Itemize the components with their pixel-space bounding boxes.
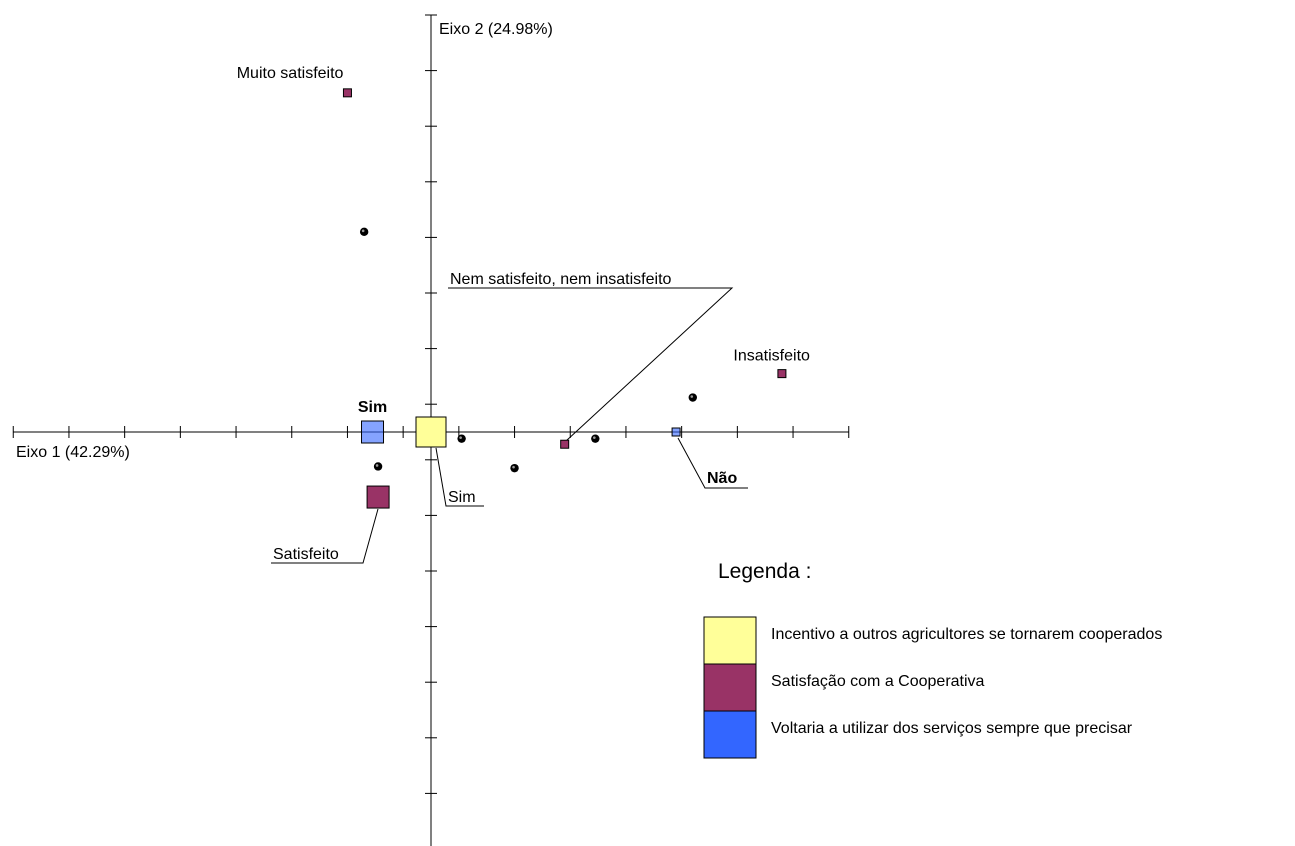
modality-label: Satisfeito: [273, 546, 339, 563]
x-ticks: [12, 426, 850, 438]
individual-point: [457, 434, 466, 443]
individual-points: [359, 227, 697, 473]
modality-point: [366, 485, 390, 509]
legend-item: Incentivo a outros agricultores se torna…: [703, 616, 1162, 665]
legend-items: Incentivo a outros agricultores se torna…: [703, 616, 1162, 759]
individual-point: [373, 462, 383, 471]
modality-label: Muito satisfeito: [237, 65, 344, 82]
modality-points: [342, 88, 787, 509]
modality-label: Não: [707, 470, 737, 487]
modality-label: Sim: [448, 489, 476, 506]
modality-point: [560, 439, 570, 449]
leader-line: [677, 437, 748, 489]
legend-label: Incentivo a outros agricultores se torna…: [771, 626, 1162, 643]
legend-swatch: [703, 663, 757, 712]
leader-lines: [271, 287, 748, 564]
modality-label: Insatisfeito: [733, 348, 810, 365]
individual-point: [359, 227, 369, 237]
legend: Legenda : Incentivo a outros agricultore…: [703, 560, 1162, 759]
legend-label: Satisfação com a Cooperativa: [771, 673, 985, 690]
modality-label: Nem satisfeito, nem insatisfeito: [450, 271, 672, 288]
x-axis-label: Eixo 1 (42.29%): [16, 444, 130, 461]
individual-point: [510, 463, 519, 473]
individual-point: [591, 434, 600, 443]
y-ticks: [425, 14, 437, 794]
leader-line: [448, 287, 734, 442]
modality-label: Sim: [358, 399, 387, 416]
legend-item: Satisfação com a Cooperativa: [703, 663, 985, 712]
leader-line: [435, 447, 484, 507]
legend-item: Voltaria a utilizar dos serviços sempre …: [703, 710, 1133, 759]
axes: Eixo 1 (42.29%) Eixo 2 (24.98%): [12, 14, 850, 846]
modality-point: [777, 369, 787, 379]
legend-swatch: [703, 616, 757, 665]
leader-line: [271, 508, 379, 564]
modality-point: [361, 420, 385, 444]
modality-point: [342, 88, 352, 98]
modality-point: [671, 427, 681, 437]
legend-title: Legenda :: [718, 560, 811, 583]
individual-point: [688, 393, 697, 402]
modality-labels: Muito satisfeito Insatisfeito Nem satisfei…: [237, 65, 810, 563]
legend-swatch: [703, 710, 757, 759]
modality-point: [415, 416, 447, 448]
y-axis-label: Eixo 2 (24.98%): [439, 21, 553, 38]
legend-label: Voltaria a utilizar dos serviços sempre …: [771, 720, 1133, 737]
